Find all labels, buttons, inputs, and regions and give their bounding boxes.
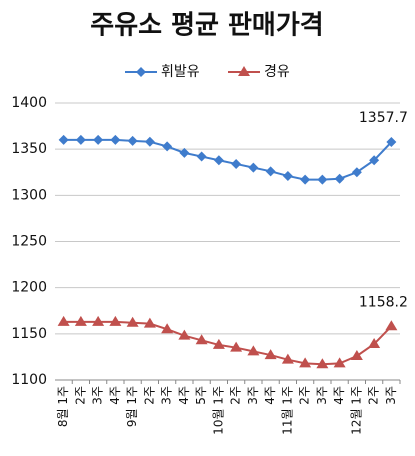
marker — [334, 173, 345, 184]
chart-title: 주유소 평균 판매가격 — [90, 11, 323, 41]
series-line — [63, 138, 393, 181]
x-tick-label: 9월 1주 — [125, 386, 139, 427]
marker — [316, 358, 329, 369]
y-tick-label: 1100 — [11, 372, 47, 388]
marker — [230, 341, 243, 352]
x-tick-label: 3주 — [246, 386, 260, 405]
y-tick-label: 1250 — [11, 234, 47, 250]
x-tick-label: 3주 — [384, 386, 398, 405]
marker — [300, 174, 311, 185]
marker — [127, 135, 138, 146]
marker — [282, 170, 293, 181]
x-tick-label: 4주 — [263, 386, 277, 405]
marker — [299, 357, 312, 368]
x-tick-label: 4주 — [177, 386, 191, 405]
x-tick-label: 4주 — [332, 386, 346, 405]
x-tick-label: 2주 — [298, 386, 312, 405]
x-tick-label: 3주 — [315, 386, 329, 405]
marker — [213, 155, 224, 166]
marker — [231, 158, 242, 169]
legend-label: 경유 — [264, 64, 290, 80]
marker — [93, 134, 104, 145]
y-tick-label: 1300 — [11, 187, 47, 203]
marker — [247, 345, 260, 356]
marker — [386, 137, 397, 148]
marker — [143, 317, 156, 328]
marker — [179, 147, 190, 158]
x-tick-label: 5주 — [194, 386, 208, 405]
marker — [248, 162, 259, 173]
x-tick-label: 2주 — [142, 386, 156, 405]
marker — [195, 334, 208, 345]
marker — [92, 315, 105, 326]
marker — [161, 323, 174, 334]
marker — [333, 357, 346, 368]
marker — [350, 349, 363, 360]
x-tick-label: 2주 — [367, 386, 381, 405]
marker — [58, 134, 69, 145]
x-tick-label: 3주 — [160, 386, 174, 405]
marker — [75, 134, 86, 145]
marker — [351, 167, 362, 178]
legend-label: 휘발유 — [161, 64, 200, 80]
x-tick-label: 4주 — [108, 386, 122, 405]
marker — [178, 329, 191, 340]
marker — [317, 174, 328, 185]
x-tick-label: 8월 1주 — [56, 386, 70, 427]
series-line — [63, 320, 393, 366]
x-tick-label: 2주 — [73, 386, 87, 405]
x-tick-label: 10월 1주 — [211, 386, 225, 435]
marker — [196, 151, 207, 162]
marker — [74, 315, 87, 326]
marker — [238, 66, 250, 76]
y-tick-label: 1350 — [11, 141, 47, 157]
x-tick-label: 2주 — [229, 386, 243, 405]
marker — [162, 141, 173, 152]
y-tick-label: 1200 — [11, 280, 47, 296]
y-tick-label: 1150 — [11, 326, 47, 342]
x-tick-label: 12월 1주 — [349, 386, 363, 435]
marker — [264, 349, 277, 360]
marker — [57, 315, 70, 326]
marker — [281, 353, 294, 364]
marker — [126, 316, 139, 327]
marker — [212, 338, 225, 349]
marker — [368, 337, 381, 348]
marker — [109, 315, 122, 326]
value-label: 1357.7 — [359, 110, 408, 126]
x-tick-label: 11월 1주 — [280, 386, 294, 435]
marker — [385, 320, 398, 331]
value-label: 1158.2 — [359, 294, 408, 310]
y-tick-label: 1400 — [11, 95, 47, 111]
marker — [369, 155, 380, 166]
marker — [136, 67, 146, 77]
marker — [110, 134, 121, 145]
marker — [144, 136, 155, 147]
x-tick-label: 3주 — [91, 386, 105, 405]
marker — [265, 166, 276, 177]
